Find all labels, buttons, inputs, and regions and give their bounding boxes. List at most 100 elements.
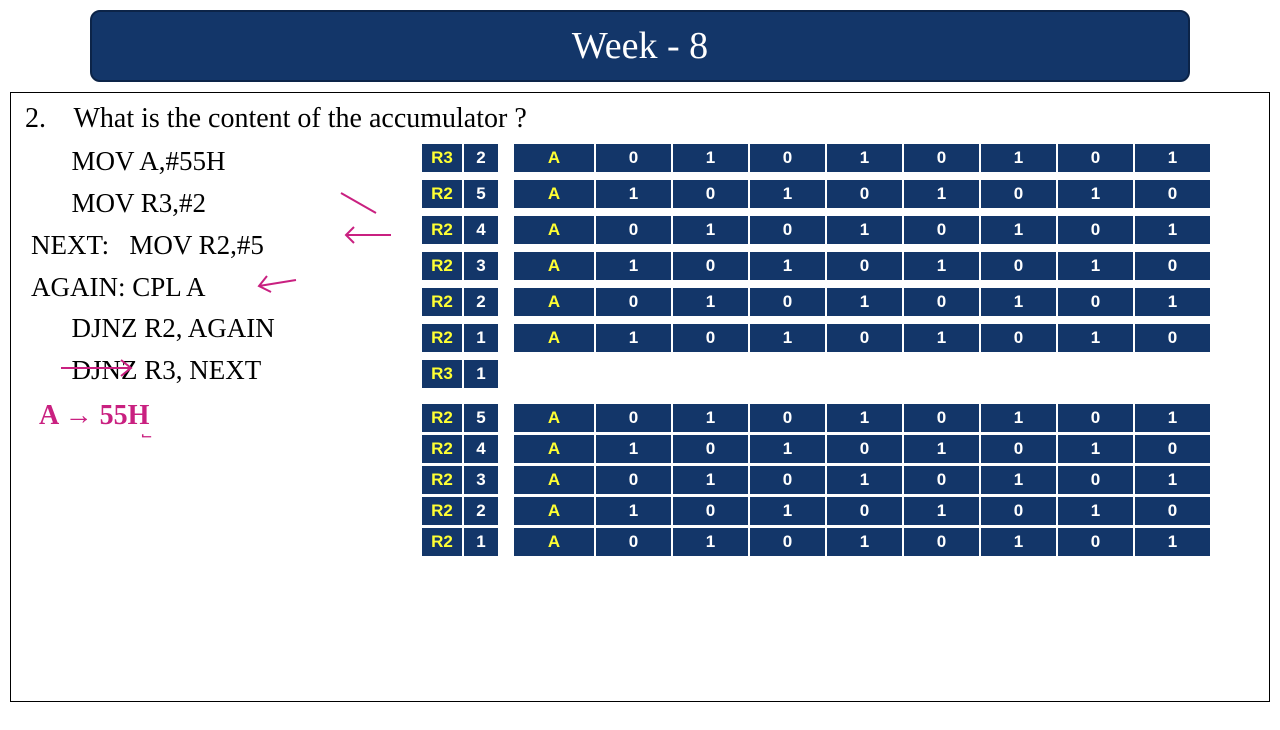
register-box: R21	[421, 323, 499, 353]
accumulator-box: A01010101	[513, 143, 1211, 173]
bit-cell: 0	[826, 434, 903, 464]
annotation-arrow	[336, 223, 406, 253]
register-label: R2	[421, 434, 463, 464]
bit-cell: 1	[749, 179, 826, 209]
bit-cell: 1	[1134, 465, 1211, 495]
bit-cell: 0	[1057, 143, 1134, 173]
bit-cell: 0	[1057, 527, 1134, 557]
bit-cell: 0	[826, 179, 903, 209]
accumulator-box: A10101010	[513, 179, 1211, 209]
annotation-dot: ՟	[141, 431, 152, 457]
trace-row: R31	[421, 359, 1259, 389]
acc-label: A	[513, 143, 595, 173]
acc-label: A	[513, 434, 595, 464]
accumulator-box: A10101010	[513, 496, 1211, 526]
bit-cell: 1	[1134, 287, 1211, 317]
bit-cell: 0	[903, 527, 980, 557]
bit-cell: 1	[980, 403, 1057, 433]
bit-cell: 0	[749, 143, 826, 173]
acc-label: A	[513, 323, 595, 353]
register-box: R24	[421, 215, 499, 245]
register-box: R22	[421, 287, 499, 317]
register-label: R3	[421, 143, 463, 173]
register-value: 4	[463, 434, 499, 464]
accumulator-box: A10101010	[513, 251, 1211, 281]
bit-cell: 1	[826, 527, 903, 557]
accumulator-box: A01010101	[513, 465, 1211, 495]
register-value: 2	[463, 287, 499, 317]
code-line: MOV A,#55H	[31, 141, 421, 183]
trace-row: R23A01010101	[421, 465, 1259, 495]
bit-cell: 0	[826, 496, 903, 526]
register-value: 4	[463, 215, 499, 245]
bit-cell: 1	[1057, 434, 1134, 464]
bit-cell: 1	[980, 215, 1057, 245]
bit-cell: 1	[672, 465, 749, 495]
bit-cell: 0	[1057, 403, 1134, 433]
bit-cell: 0	[903, 465, 980, 495]
bit-cell: 0	[826, 323, 903, 353]
bit-cell: 0	[595, 287, 672, 317]
bit-cell: 1	[1057, 251, 1134, 281]
register-value: 3	[463, 465, 499, 495]
accumulator-box: A10101010	[513, 434, 1211, 464]
bit-cell: 1	[595, 251, 672, 281]
register-value: 2	[463, 496, 499, 526]
register-box: R24	[421, 434, 499, 464]
accumulator-box: A01010101	[513, 403, 1211, 433]
bit-cell: 1	[980, 143, 1057, 173]
trace-row: R21A10101010	[421, 323, 1259, 353]
bit-cell: 1	[595, 434, 672, 464]
bit-cell: 1	[672, 287, 749, 317]
register-value: 2	[463, 143, 499, 173]
annotation-arrow	[251, 268, 311, 298]
question-line: 2. What is the content of the accumulato…	[21, 103, 1259, 135]
bit-cell: 0	[1057, 465, 1134, 495]
bit-cell: 1	[749, 496, 826, 526]
bit-cell: 0	[980, 434, 1057, 464]
bit-cell: 0	[980, 179, 1057, 209]
bit-cell: 1	[826, 287, 903, 317]
bit-cell: 1	[903, 179, 980, 209]
trace-table: R32A01010101R25A10101010R24A01010101R23A…	[421, 141, 1259, 558]
bit-cell: 0	[672, 323, 749, 353]
content-box: 2. What is the content of the accumulato…	[10, 92, 1270, 702]
bit-cell: 0	[749, 527, 826, 557]
register-box: R25	[421, 179, 499, 209]
bit-cell: 0	[1134, 179, 1211, 209]
question-number: 2.	[25, 103, 46, 134]
trace-row: R32A01010101	[421, 143, 1259, 173]
register-value: 1	[463, 359, 499, 389]
trace-row: R24A01010101	[421, 215, 1259, 245]
annotation-arrow	[56, 353, 146, 383]
bit-cell: 1	[749, 251, 826, 281]
accumulator-box: A01010101	[513, 215, 1211, 245]
bit-cell: 1	[826, 215, 903, 245]
bit-cell: 1	[903, 496, 980, 526]
register-label: R2	[421, 287, 463, 317]
bit-cell: 1	[903, 323, 980, 353]
bit-cell: 0	[595, 527, 672, 557]
trace-row: R24 A10101010	[421, 434, 1259, 464]
register-box: R25	[421, 403, 499, 433]
acc-label: A	[513, 403, 595, 433]
answer-line: A → 55H	[31, 400, 421, 432]
bit-cell: 0	[1134, 434, 1211, 464]
trace-row: R22A01010101	[421, 287, 1259, 317]
page-title-bar: Week - 8	[90, 10, 1190, 82]
register-box: R32	[421, 143, 499, 173]
bit-cell: 0	[1057, 215, 1134, 245]
bit-cell: 1	[826, 403, 903, 433]
register-box: R31	[421, 359, 499, 389]
acc-label: A	[513, 215, 595, 245]
accumulator-box: A10101010	[513, 323, 1211, 353]
register-label: R2	[421, 496, 463, 526]
code-line: AGAIN: CPL A	[31, 267, 421, 309]
bit-cell: 1	[1134, 143, 1211, 173]
bit-cell: 0	[672, 496, 749, 526]
bit-cell: 1	[672, 403, 749, 433]
bit-cell: 1	[980, 287, 1057, 317]
register-value: 3	[463, 251, 499, 281]
register-box: R23	[421, 251, 499, 281]
register-label: R2	[421, 323, 463, 353]
